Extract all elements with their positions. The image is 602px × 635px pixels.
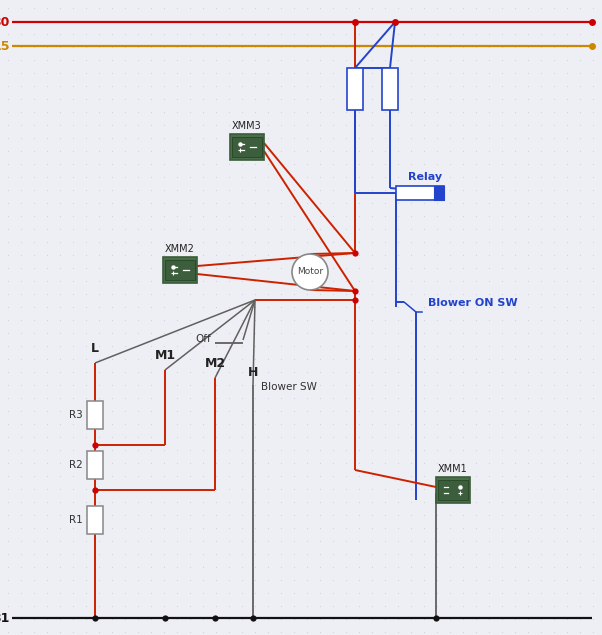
- Text: XMM3: XMM3: [232, 121, 262, 131]
- Text: Relay: Relay: [408, 172, 442, 182]
- Bar: [232, 137, 262, 157]
- Bar: [87, 451, 103, 479]
- Bar: [347, 68, 363, 110]
- Circle shape: [292, 254, 328, 290]
- Text: Blower ON SW: Blower ON SW: [428, 298, 518, 308]
- Text: 15: 15: [0, 39, 10, 53]
- Bar: [382, 68, 398, 110]
- Text: R2: R2: [69, 460, 83, 470]
- Text: M2: M2: [205, 357, 226, 370]
- Text: XMM1: XMM1: [438, 464, 468, 474]
- Text: 30: 30: [0, 15, 10, 29]
- Text: R3: R3: [69, 410, 83, 420]
- Text: H: H: [248, 366, 258, 379]
- Bar: [436, 477, 470, 503]
- Text: Off: Off: [195, 334, 211, 344]
- Bar: [87, 506, 103, 534]
- Bar: [434, 186, 444, 200]
- Text: M1: M1: [155, 349, 176, 362]
- Text: XMM2: XMM2: [165, 244, 195, 254]
- Bar: [438, 480, 468, 500]
- Text: L: L: [91, 342, 99, 355]
- Text: R1: R1: [69, 515, 83, 525]
- Text: Blower SW: Blower SW: [261, 382, 317, 392]
- Bar: [163, 257, 197, 283]
- Bar: [87, 401, 103, 429]
- Bar: [230, 134, 264, 160]
- Bar: [165, 260, 195, 280]
- Bar: [396, 186, 444, 200]
- Text: Motor: Motor: [297, 267, 323, 276]
- Text: 31: 31: [0, 612, 10, 624]
